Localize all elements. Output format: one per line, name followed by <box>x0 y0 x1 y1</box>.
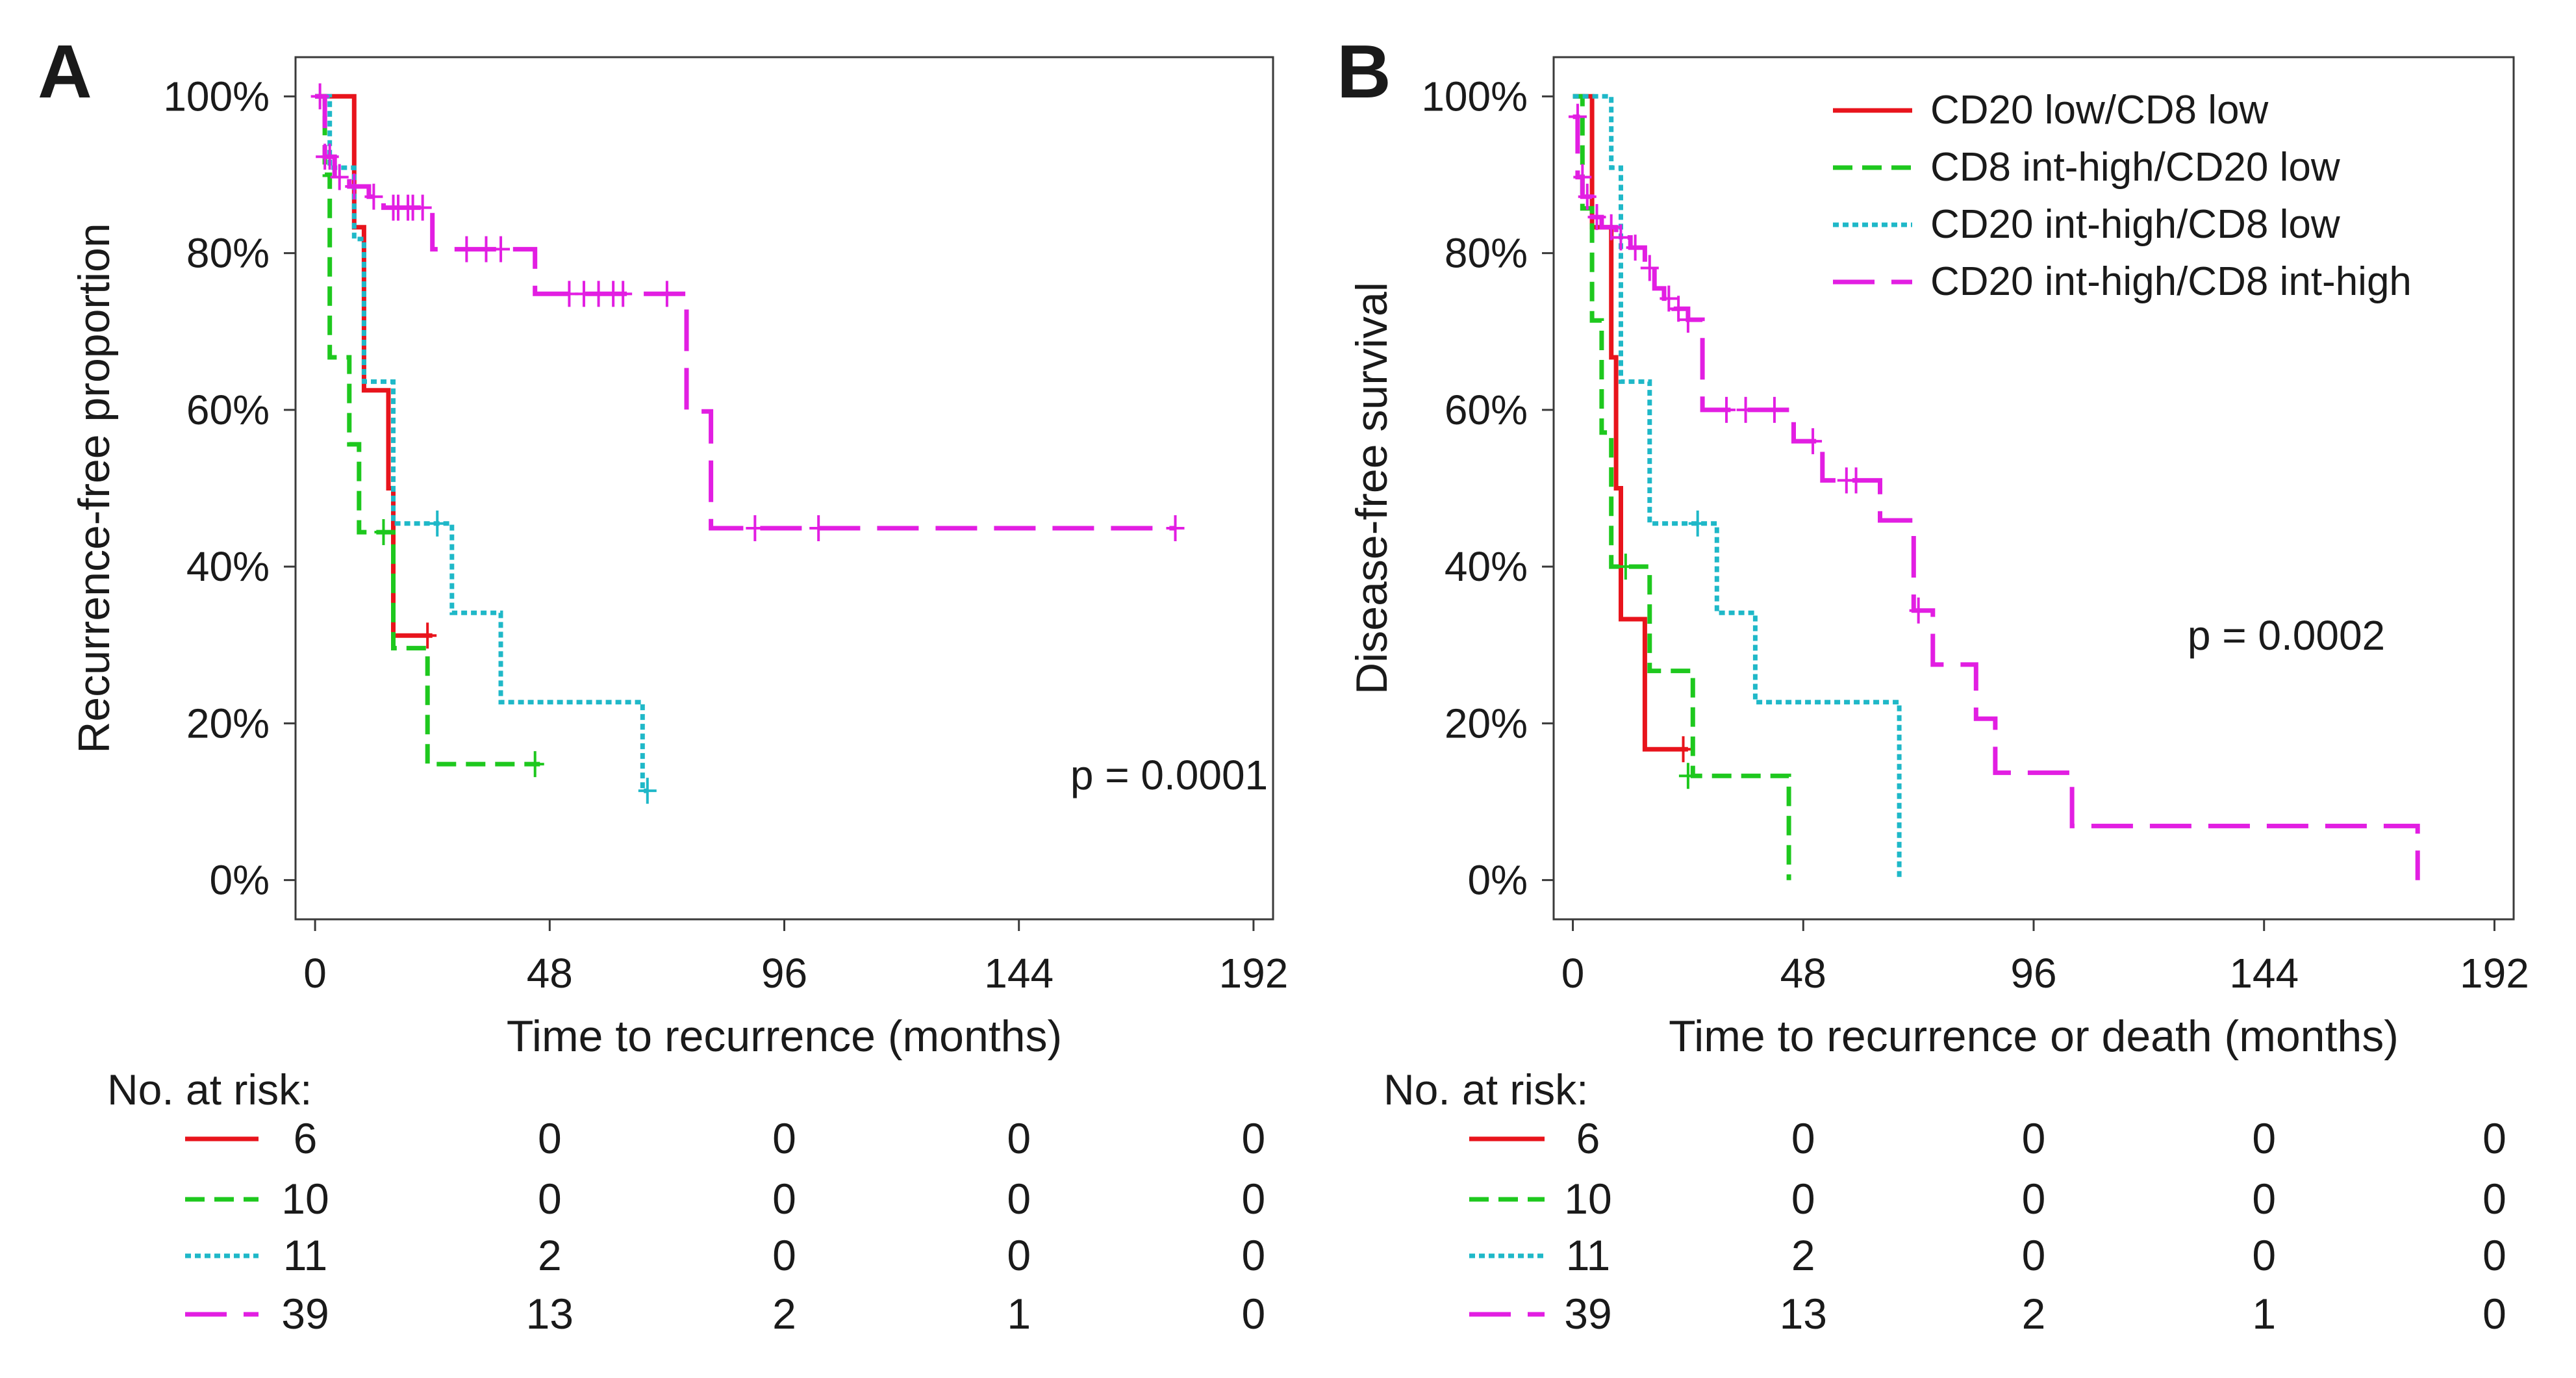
risk-count: 0 <box>1242 1175 1266 1223</box>
legend-entry: CD20 int-high/CD8 int-high <box>1930 259 2412 304</box>
y-tick-label: 80% <box>186 230 270 277</box>
risk-count: 0 <box>1007 1114 1031 1162</box>
survival-curve-1 <box>315 94 540 767</box>
risk-count: 0 <box>2252 1175 2276 1223</box>
risk-count: 1 <box>2252 1290 2276 1338</box>
risk-count: 2 <box>538 1231 562 1279</box>
y-tick-label: 60% <box>1445 387 1528 433</box>
risk-table-title: No. at risk: <box>107 1065 312 1114</box>
x-tick-label: 48 <box>527 950 573 997</box>
survival-curve-2 <box>315 94 648 793</box>
survival-curve-1 <box>1572 94 1791 880</box>
risk-count: 0 <box>538 1175 562 1223</box>
risk-count: 0 <box>2482 1114 2507 1162</box>
x-tick-label: 96 <box>2010 950 2056 997</box>
y-tick-label: 80% <box>1445 230 1528 277</box>
risk-count: 6 <box>1576 1114 1600 1162</box>
x-axis-title: Time to recurrence or death (months) <box>1669 1012 2399 1061</box>
risk-count: 13 <box>1780 1290 1827 1338</box>
y-axis-title: Recurrence-free proportion <box>69 223 119 753</box>
x-tick-label: 144 <box>984 950 1054 997</box>
risk-count: 0 <box>772 1231 796 1279</box>
panel-letter: B <box>1337 29 1391 114</box>
risk-count: 39 <box>1564 1290 1611 1338</box>
risk-count: 11 <box>1566 1231 1611 1279</box>
risk-count: 0 <box>1242 1231 1266 1279</box>
x-tick-label: 192 <box>1219 950 1289 997</box>
risk-count: 0 <box>2482 1290 2507 1338</box>
risk-count: 0 <box>1007 1175 1031 1223</box>
y-axis-title: Disease-free survival <box>1347 282 1396 695</box>
risk-count: 0 <box>2252 1114 2276 1162</box>
panel-letter: A <box>38 29 92 114</box>
survival-curve-0 <box>1572 94 1688 752</box>
risk-count: 39 <box>281 1290 329 1338</box>
x-tick-label: 96 <box>761 950 807 997</box>
risk-count: 0 <box>1242 1290 1266 1338</box>
legend-entry: CD20 low/CD8 low <box>1930 88 2269 133</box>
risk-count: 0 <box>772 1175 796 1223</box>
risk-count: 0 <box>1791 1114 1815 1162</box>
legend-entry: CD20 int-high/CD8 low <box>1930 202 2340 247</box>
y-tick-label: 40% <box>1445 543 1528 590</box>
x-tick-label: 0 <box>303 950 327 997</box>
risk-count: 0 <box>1791 1175 1815 1223</box>
risk-count: 2 <box>772 1290 796 1338</box>
risk-count: 0 <box>1007 1231 1031 1279</box>
x-tick-label: 144 <box>2229 950 2299 997</box>
p-value-annotation: p = 0.0001 <box>1070 752 1268 798</box>
risk-count: 10 <box>1564 1175 1611 1223</box>
risk-count: 10 <box>281 1175 329 1223</box>
x-tick-label: 48 <box>1780 950 1826 997</box>
risk-count: 0 <box>2022 1231 2046 1279</box>
risk-count: 2 <box>2022 1290 2046 1338</box>
p-value-annotation: p = 0.0002 <box>2188 612 2385 659</box>
y-tick-label: 60% <box>186 387 270 433</box>
risk-count: 13 <box>526 1290 574 1338</box>
x-axis-title: Time to recurrence (months) <box>507 1012 1062 1061</box>
risk-count: 0 <box>2482 1175 2507 1223</box>
risk-count: 0 <box>538 1114 562 1162</box>
y-tick-label: 20% <box>186 700 270 746</box>
risk-count: 6 <box>294 1114 318 1162</box>
legend-entry: CD8 int-high/CD20 low <box>1930 145 2340 190</box>
risk-count: 0 <box>2252 1231 2276 1279</box>
risk-count: 0 <box>2022 1175 2046 1223</box>
risk-count: 0 <box>1242 1114 1266 1162</box>
y-tick-label: 100% <box>163 73 270 120</box>
y-tick-label: 40% <box>186 543 270 590</box>
y-tick-label: 0% <box>1468 857 1528 904</box>
panel-b: B 0% 20% 40% 60% 80% 100% 0 48 96 144 192 Time to re… <box>1337 29 2529 1338</box>
x-tick-label: 192 <box>2460 950 2529 997</box>
survival-curve-3 <box>315 94 1176 531</box>
risk-count: 2 <box>1791 1231 1815 1279</box>
survival-curve-2 <box>1572 94 1902 880</box>
y-tick-label: 0% <box>210 857 270 904</box>
y-tick-label: 20% <box>1445 700 1528 746</box>
risk-count: 0 <box>772 1114 796 1162</box>
risk-count: 0 <box>2022 1114 2046 1162</box>
risk-count: 11 <box>283 1231 328 1279</box>
legend: CD20 low/CD8 low CD8 int-high/CD20 low CD2… <box>1833 88 2412 304</box>
y-tick-label: 100% <box>1421 73 1528 120</box>
x-tick-label: 0 <box>1561 950 1585 997</box>
risk-count: 1 <box>1007 1290 1031 1338</box>
panel-a: A 0% 20% 40% 60% 80% 100% 0 48 96 144 192 Time to re… <box>38 29 1288 1338</box>
risk-count: 0 <box>2482 1231 2507 1279</box>
risk-table-title: No. at risk: <box>1383 1065 1588 1114</box>
